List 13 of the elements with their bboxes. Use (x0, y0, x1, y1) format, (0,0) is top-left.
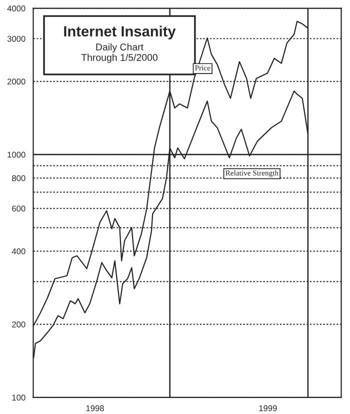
y-tick-label: 3000 (7, 36, 26, 42)
y-tick-label: 400 (12, 248, 26, 254)
y-tick-label: 100 (12, 394, 26, 401)
x-tick-label: 1998 (86, 405, 104, 412)
y-tick-label: 1000 (8, 152, 26, 158)
text: Daily Chart Through 1/5/2000 (81, 43, 158, 63)
y-tick-label: 800 (12, 175, 26, 182)
x-tick-label: 1999 (259, 405, 277, 412)
y-tick-label: 2000 (7, 78, 26, 85)
y-tick-label: 4000 (7, 5, 26, 12)
y-tick-label: 600 (12, 206, 26, 212)
text: Internet Insanity (64, 26, 176, 40)
y-tick-label: 200 (12, 322, 26, 328)
